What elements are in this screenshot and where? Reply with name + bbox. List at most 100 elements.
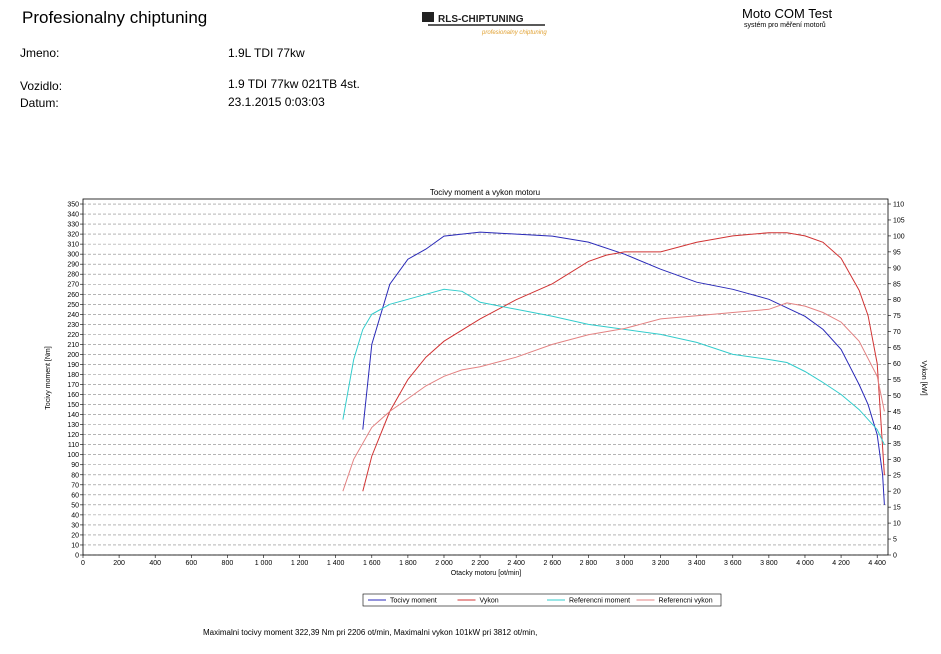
y-tick-label: 190: [67, 362, 79, 369]
y-tick-label: 60: [71, 492, 79, 499]
y-tick-label: 100: [67, 452, 79, 459]
y-tick-label: 80: [71, 472, 79, 479]
logo-text: RLS-CHIPTUNING: [438, 14, 524, 25]
series-line: [342, 302, 885, 492]
y2-tick-label: 95: [893, 249, 901, 256]
brand-sub: systém pro měření motorů: [744, 22, 826, 29]
legend-label: Referencni moment: [569, 598, 630, 605]
x-tick-label: 1 600: [363, 560, 381, 567]
y-tick-label: 250: [67, 302, 79, 309]
field-label: Vozidlo:: [20, 79, 63, 93]
y-axis-label: Tocivy moment [Nm]: [45, 346, 52, 409]
y-tick-label: 70: [71, 482, 79, 489]
legend-label: Vykon: [480, 598, 499, 605]
x-tick-label: 4 200: [832, 560, 850, 567]
y-tick-label: 140: [67, 412, 79, 419]
y-tick-label: 330: [67, 222, 79, 229]
x-tick-label: 800: [222, 560, 234, 567]
y2-tick-label: 70: [893, 329, 901, 336]
y-tick-label: 40: [71, 512, 79, 519]
x-tick-label: 200: [113, 560, 125, 567]
x-tick-label: 2 600: [544, 560, 562, 567]
y2-tick-label: 30: [893, 457, 901, 464]
x-tick-label: 3 800: [760, 560, 778, 567]
x-tick-label: 4 000: [796, 560, 814, 567]
y-tick-label: 30: [71, 522, 79, 529]
y-tick-label: 320: [67, 232, 79, 239]
y2-tick-label: 25: [893, 473, 901, 480]
y2-tick-label: 60: [893, 361, 901, 368]
legend-label: Tocivy moment: [390, 598, 437, 605]
y-tick-label: 260: [67, 292, 79, 299]
series-line: [342, 288, 885, 445]
y-tick-label: 150: [67, 402, 79, 409]
y2-tick-label: 0: [893, 553, 897, 560]
chart-title: Tocivy moment a vykon motoru: [430, 188, 540, 197]
series-line: [362, 232, 885, 492]
x-tick-label: 3 200: [652, 560, 670, 567]
x-tick-label: 1 000: [255, 560, 273, 567]
x-tick-label: 3 600: [724, 560, 742, 567]
y2-tick-label: 105: [893, 217, 905, 224]
x-tick-label: 2 000: [435, 560, 453, 567]
legend-box: [362, 593, 722, 607]
field-value: 23.1.2015 0:03:03: [228, 95, 325, 109]
y-tick-label: 180: [67, 372, 79, 379]
y2-tick-label: 15: [893, 505, 901, 512]
y-tick-label: 220: [67, 332, 79, 339]
field-label: Jmeno:: [20, 46, 60, 60]
y2-axis-label: Vykon [kW]: [920, 360, 927, 395]
logo: RLS-CHIPTUNING profesionalny chiptuning: [422, 12, 547, 36]
x-tick-label: 1 400: [327, 560, 345, 567]
y-tick-label: 130: [67, 422, 79, 429]
x-axis-label: Otacky motoru [ot/min]: [451, 570, 521, 577]
x-tick-label: 400: [149, 560, 161, 567]
y2-tick-label: 5: [893, 537, 897, 544]
report-title: Profesionalny chiptuning: [22, 8, 208, 27]
x-tick-label: 3 400: [688, 560, 706, 567]
y-tick-label: 340: [67, 212, 79, 219]
y-tick-label: 90: [71, 462, 79, 469]
y-tick-label: 280: [67, 272, 79, 279]
y-tick-label: 270: [67, 282, 79, 289]
y2-tick-label: 100: [893, 233, 905, 240]
y-tick-label: 110: [68, 442, 79, 449]
x-tick-label: 1 200: [291, 560, 309, 567]
y2-tick-label: 45: [893, 409, 901, 416]
y-tick-label: 0: [75, 553, 79, 560]
x-tick-label: 3 000: [616, 560, 634, 567]
y2-tick-label: 50: [893, 393, 901, 400]
brand: Moto COM Test: [742, 6, 833, 21]
y2-tick-label: 90: [893, 265, 901, 272]
y2-tick-label: 20: [893, 489, 901, 496]
y-tick-label: 310: [67, 242, 79, 249]
y-tick-label: 170: [67, 382, 79, 389]
logo-sub: profesionalny chiptuning: [481, 30, 547, 36]
field-value: 1.9L TDI 77kw: [228, 46, 305, 60]
y-tick-label: 10: [71, 542, 79, 549]
x-tick-label: 2 400: [507, 560, 525, 567]
y-tick-label: 300: [67, 252, 79, 259]
y-tick-label: 200: [67, 352, 79, 359]
series-line: [362, 231, 885, 505]
x-tick-label: 0: [81, 560, 85, 567]
y-tick-label: 350: [67, 202, 79, 209]
y-tick-label: 210: [67, 342, 79, 349]
legend-label: Referencni vykon: [659, 598, 713, 605]
y-tick-label: 160: [67, 392, 79, 399]
y-tick-label: 20: [71, 532, 79, 539]
x-tick-label: 2 800: [580, 560, 598, 567]
y2-tick-label: 110: [893, 202, 904, 209]
x-tick-label: 600: [185, 560, 197, 567]
y2-tick-label: 10: [893, 521, 901, 528]
y-tick-label: 230: [67, 322, 79, 329]
y2-tick-label: 40: [893, 425, 901, 432]
y-tick-label: 120: [67, 432, 79, 439]
y2-tick-label: 55: [893, 377, 901, 384]
x-tick-label: 1 800: [399, 560, 417, 567]
y-tick-label: 50: [71, 502, 79, 509]
field-value: 1.9 TDI 77kw 021TB 4st.: [228, 77, 360, 91]
x-tick-label: 2 200: [471, 560, 489, 567]
